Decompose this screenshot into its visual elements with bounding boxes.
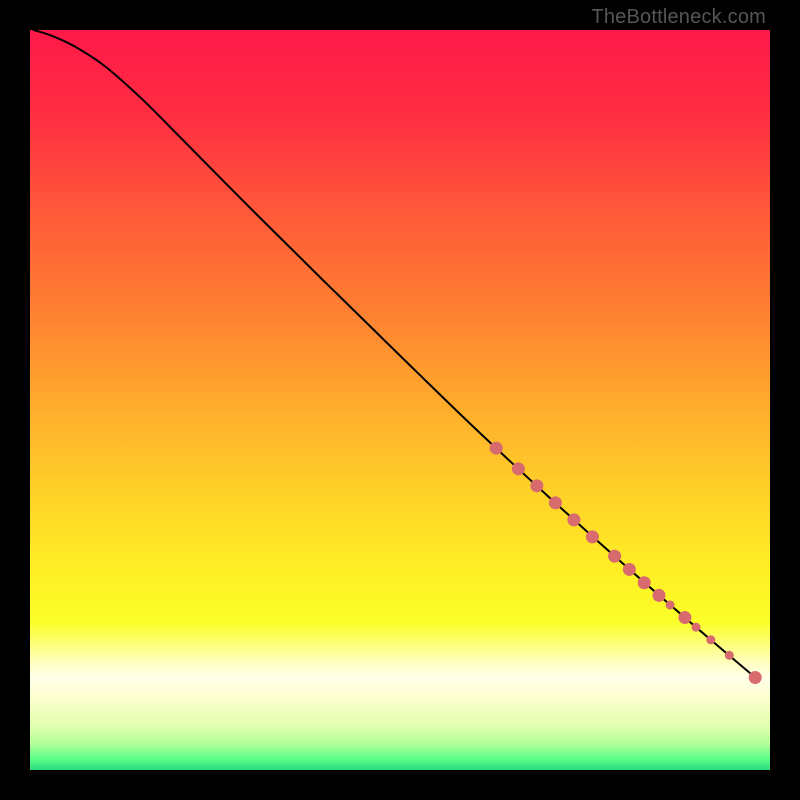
data-marker [567,513,580,526]
data-marker [653,589,666,602]
data-marker [512,462,525,475]
chart-background [30,30,770,770]
data-marker [586,530,599,543]
data-marker [706,635,715,644]
plot-area [30,30,770,770]
data-marker [749,671,762,684]
chart-container: TheBottleneck.com [0,0,800,800]
data-marker [608,550,621,563]
data-marker [666,600,675,609]
data-marker [638,576,651,589]
watermark-label: TheBottleneck.com [591,6,766,29]
data-marker [530,479,543,492]
chart-svg [30,30,770,770]
data-marker [725,651,734,660]
data-marker [549,496,562,509]
data-marker [623,563,636,576]
data-marker [490,442,503,455]
data-marker [692,623,701,632]
data-marker [678,611,691,624]
